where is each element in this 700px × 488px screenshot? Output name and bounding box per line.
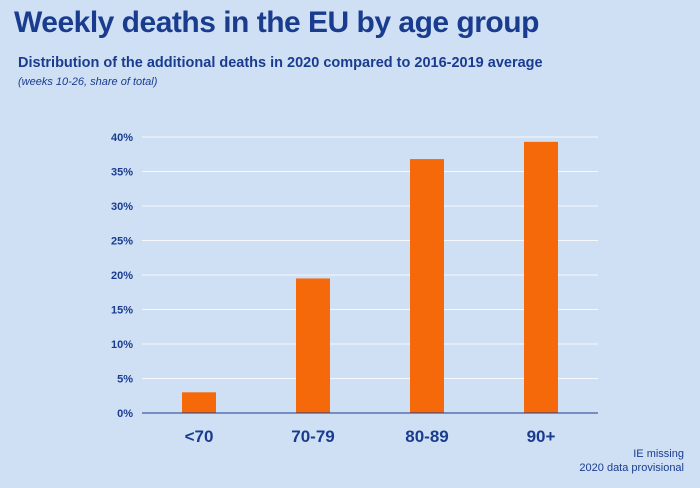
chart-subtitle: Distribution of the additional deaths in… — [18, 55, 543, 71]
x-axis-ticks: <70 70-79 80-89 90+ — [185, 427, 556, 446]
grid-lines — [142, 136, 598, 379]
x-tick-label: 90+ — [527, 427, 556, 446]
y-tick-label: 0% — [117, 408, 133, 420]
y-axis-ticks: 0% 5% 10% 15% 20% 25% 30% 35% 40% — [111, 132, 133, 420]
bars — [182, 141, 558, 413]
bar-2 — [410, 159, 444, 413]
footnote-provisional: 2020 data provisional — [579, 462, 684, 474]
bar-1 — [296, 278, 330, 413]
y-tick-label: 5% — [117, 374, 133, 386]
chart-title: Weekly deaths in the EU by age group — [14, 6, 539, 39]
y-tick-label: 20% — [111, 270, 133, 282]
y-tick-label: 15% — [111, 305, 133, 317]
bar-3 — [524, 141, 558, 413]
y-tick-label: 30% — [111, 201, 133, 213]
bar-0 — [182, 392, 216, 413]
y-tick-label: 40% — [111, 132, 133, 144]
x-tick-label: <70 — [185, 427, 214, 446]
y-tick-label: 10% — [111, 339, 133, 351]
chart-note: (weeks 10-26, share of total) — [18, 76, 158, 88]
y-tick-label: 35% — [111, 167, 133, 179]
x-tick-label: 70-79 — [291, 427, 334, 446]
footnote-missing: IE missing — [633, 448, 684, 460]
y-tick-label: 25% — [111, 236, 133, 248]
footnote: IE missing 2020 data provisional — [579, 447, 684, 475]
x-tick-label: 80-89 — [405, 427, 448, 446]
